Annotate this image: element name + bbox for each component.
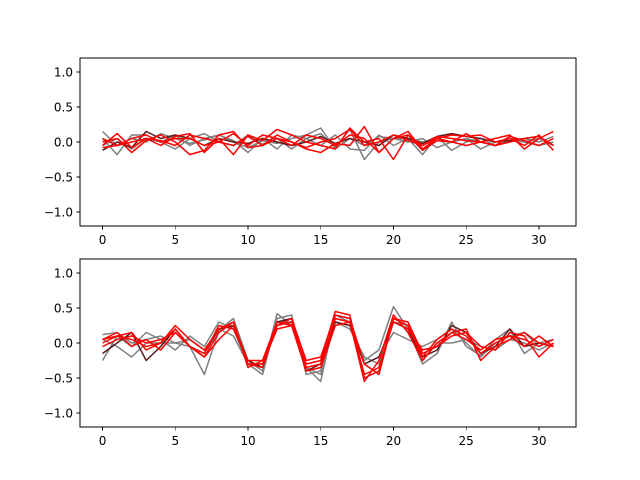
x-tick-label: 5: [171, 434, 179, 448]
y-tick-label: −0.5: [44, 371, 73, 385]
series-line-1: [102, 127, 554, 150]
x-tick-label: 10: [240, 434, 255, 448]
y-tick-label: 0.0: [54, 336, 73, 350]
x-tick-label: 20: [386, 233, 401, 247]
x-tick-label: 5: [171, 233, 179, 247]
x-tick-label: 0: [99, 434, 107, 448]
x-tick-label: 20: [386, 434, 401, 448]
x-tick-label: 30: [531, 233, 546, 247]
series-line-5: [102, 317, 554, 376]
y-tick-label: 1.0: [54, 266, 73, 280]
y-tick-label: −1.0: [44, 205, 73, 219]
x-tick-label: 15: [313, 233, 328, 247]
y-tick-label: 0.0: [54, 135, 73, 149]
y-tick-label: 0.5: [54, 301, 73, 315]
y-tick-label: 1.0: [54, 65, 73, 79]
series-line-7: [102, 314, 554, 376]
bottom-subplot: 0 5 10 15 20 25 30 −1.0 −0.5 0.0 0.5 1.0: [44, 258, 577, 448]
y-tick-label: −1.0: [44, 406, 73, 420]
x-tick-label: 30: [531, 434, 546, 448]
series-line-7: [102, 125, 554, 154]
x-tick-label: 0: [99, 233, 107, 247]
series-line-8: [102, 130, 554, 156]
series-line-8: [102, 314, 554, 383]
x-tick-label: 15: [313, 434, 328, 448]
x-tick-label: 25: [459, 434, 474, 448]
x-tick-label: 10: [240, 233, 255, 247]
x-tick-label: 25: [459, 233, 474, 247]
top-subplot: 0 5 10 15 20 25 30 −1.0 −0.5 0.0 0.5 1.0: [44, 57, 577, 247]
y-tick-label: −0.5: [44, 170, 73, 184]
y-tick-label: 0.5: [54, 100, 73, 114]
